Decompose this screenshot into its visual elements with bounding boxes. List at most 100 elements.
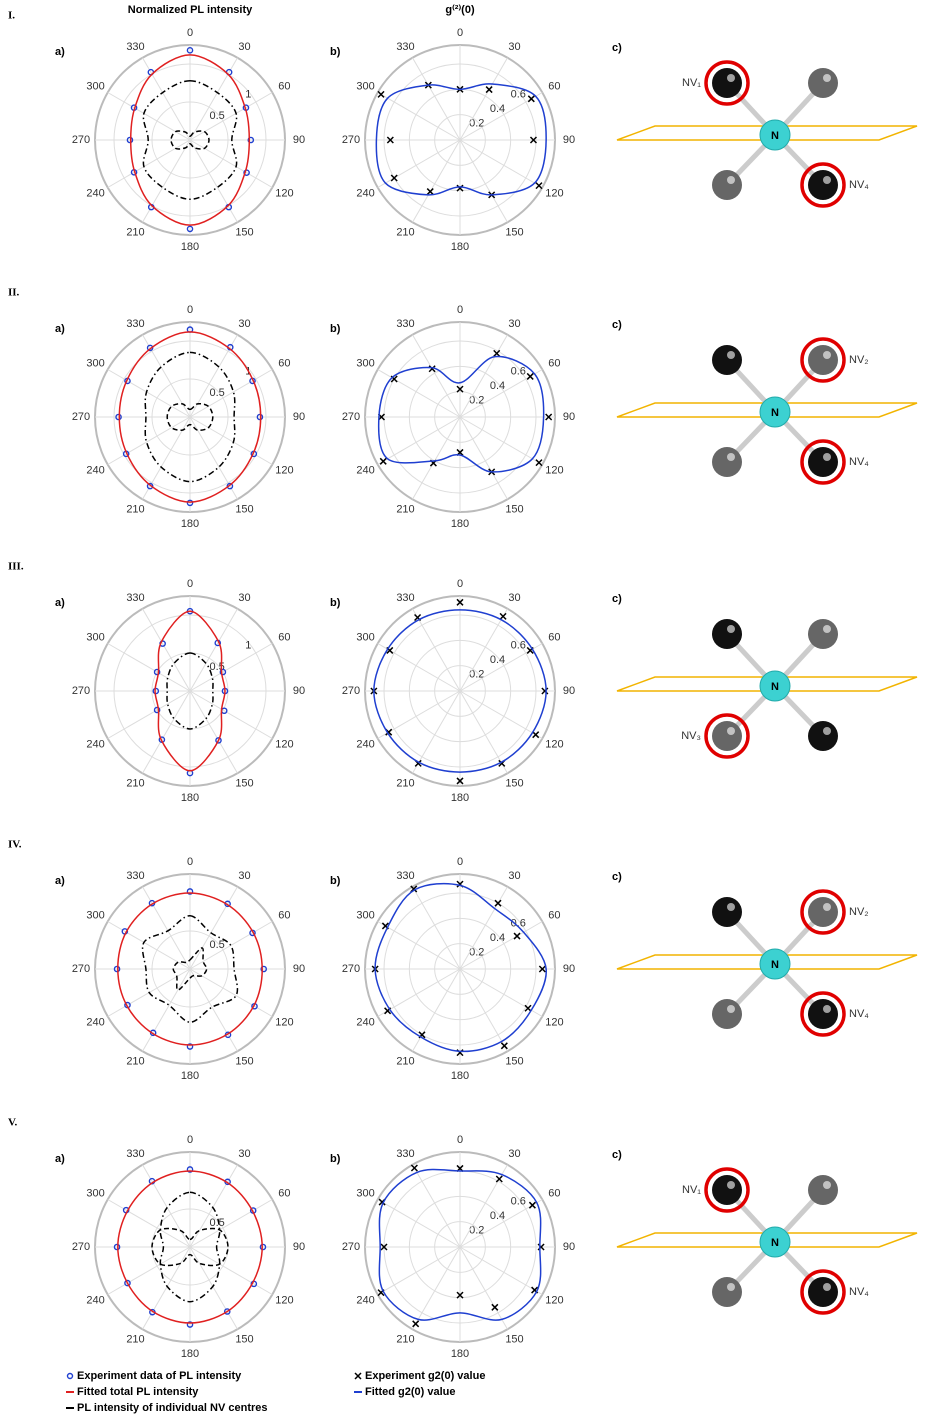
data-point	[186, 1166, 194, 1173]
nv-label: NV₂	[849, 906, 869, 918]
cross-stroke	[456, 1291, 464, 1299]
spoke	[142, 1246, 191, 1330]
cross-stroke	[538, 965, 546, 973]
data-point	[499, 612, 507, 620]
row-numeral: II.	[8, 287, 20, 299]
spoke	[107, 921, 191, 970]
data-curve	[166, 402, 214, 432]
data-point	[537, 1243, 545, 1251]
theta-tick-label: 270	[72, 1241, 90, 1253]
theta-tick-label: 60	[548, 631, 560, 643]
theta-tick-label: 150	[235, 1334, 253, 1346]
r-tick-label: 0.2	[469, 117, 484, 129]
spoke	[377, 968, 461, 1017]
data-point	[186, 1043, 194, 1050]
row-numeral: V.	[8, 1117, 18, 1129]
theta-tick-label: 300	[356, 80, 374, 92]
spoke	[377, 1199, 461, 1248]
theta-tick-label: 30	[508, 318, 520, 330]
theta-tick-label: 0	[187, 304, 193, 316]
atom-shine	[823, 1005, 831, 1013]
spoke	[459, 139, 508, 223]
theta-tick-label: 330	[126, 870, 144, 882]
spoke	[189, 1164, 238, 1248]
atom-shine	[727, 727, 735, 735]
theta-tick-label: 150	[505, 778, 523, 790]
data-point	[532, 731, 540, 739]
atom-label: N	[771, 959, 779, 971]
cross-stroke	[410, 1164, 418, 1172]
spoke	[107, 1199, 191, 1248]
highlight-ring	[800, 162, 846, 208]
spoke	[142, 968, 191, 1052]
theta-tick-label: 180	[451, 1070, 469, 1082]
theta-tick-label: 60	[548, 357, 560, 369]
cross-stroke	[456, 598, 464, 606]
atom	[712, 897, 742, 927]
theta-tick-label: 270	[72, 685, 90, 697]
highlight-ring	[800, 889, 846, 935]
r-tick-label: 0.2	[469, 394, 484, 406]
data-point	[377, 90, 385, 98]
theta-tick-label: 60	[548, 909, 560, 921]
spoke	[189, 968, 238, 1052]
spoke	[459, 92, 543, 141]
atom	[808, 619, 838, 649]
spoke	[189, 139, 238, 223]
panel-label: c)	[612, 593, 622, 605]
data-curve	[170, 130, 210, 150]
atom-shine	[823, 453, 831, 461]
cross-stroke	[500, 1042, 508, 1050]
data-curve	[151, 1227, 229, 1267]
theta-tick-label: 300	[356, 631, 374, 643]
panel-label: b)	[330, 323, 341, 335]
cross-stroke	[456, 777, 464, 785]
spoke	[189, 1246, 273, 1295]
spoke	[412, 690, 461, 774]
theta-tick-label: 330	[396, 1148, 414, 1160]
data-point	[390, 174, 398, 182]
spoke	[107, 369, 191, 418]
data-point	[494, 899, 502, 907]
spoke	[459, 334, 508, 418]
theta-tick-label: 270	[342, 134, 360, 146]
panel-label: c)	[612, 871, 622, 883]
row-numeral: III.	[8, 561, 24, 573]
theta-tick-label: 30	[238, 592, 250, 604]
data-point	[113, 1243, 121, 1251]
atom	[712, 999, 742, 1029]
data-point	[495, 1175, 503, 1183]
theta-tick-label: 120	[275, 738, 293, 750]
panel-label: c)	[612, 42, 622, 54]
theta-tick-label: 270	[342, 963, 360, 975]
spoke	[189, 968, 273, 1017]
theta-tick-label: 180	[181, 1348, 199, 1360]
theta-tick-label: 240	[86, 187, 104, 199]
theta-tick-label: 180	[451, 241, 469, 253]
cross-stroke	[528, 1201, 536, 1209]
data-point	[426, 188, 434, 196]
highlight-ring	[800, 991, 846, 1037]
data-point	[215, 737, 222, 744]
theta-tick-label: 90	[563, 411, 575, 423]
theta-tick-label: 30	[508, 41, 520, 53]
nv-label: NV₂	[849, 354, 869, 366]
spoke	[142, 608, 191, 692]
data-curve	[144, 351, 236, 483]
atom	[712, 345, 742, 375]
panel-label: a)	[55, 875, 65, 887]
highlight-ring	[704, 713, 750, 759]
r-tick-label: 0.6	[511, 1195, 526, 1207]
atom-shine	[823, 1181, 831, 1189]
theta-tick-label: 150	[235, 1056, 253, 1068]
data-point	[260, 965, 268, 973]
r-tick-label: 0.2	[469, 1224, 484, 1236]
theta-tick-label: 60	[278, 357, 290, 369]
theta-tick-label: 90	[293, 963, 305, 975]
r-tick-label: 1	[245, 639, 251, 651]
theta-tick-label: 90	[293, 411, 305, 423]
theta-tick-label: 300	[356, 909, 374, 921]
legend-label: Fitted total PL intensity	[77, 1386, 199, 1398]
cross-stroke	[414, 613, 422, 622]
spoke	[459, 968, 508, 1052]
